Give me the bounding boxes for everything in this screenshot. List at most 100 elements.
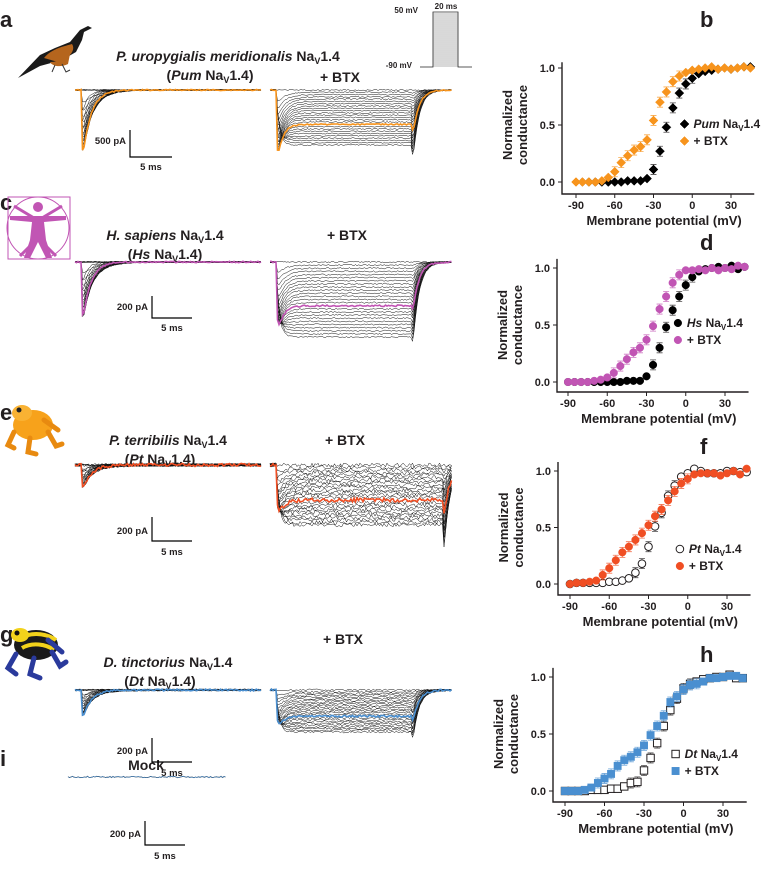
black-trace <box>269 89 452 143</box>
x-tick-label: -30 <box>636 808 652 820</box>
data-point <box>729 466 738 476</box>
data-point <box>719 63 730 73</box>
y-tick-label: 0.0 <box>536 579 551 591</box>
data-point <box>657 505 666 514</box>
panel-g-subtitle: (Dt NaV1.4) <box>124 673 195 691</box>
scale-current: 200 pA <box>117 746 148 757</box>
black-trace <box>269 462 452 473</box>
y-tick-label: 1.0 <box>535 263 550 275</box>
black-trace <box>270 261 452 286</box>
data-point <box>609 368 618 377</box>
panel-i-mock-label: Mock <box>128 757 164 773</box>
data-point <box>646 753 655 763</box>
x-tick-label: -90 <box>557 808 573 820</box>
axes <box>552 667 747 803</box>
x-tick-label: 30 <box>721 601 733 613</box>
black-trace <box>269 688 452 714</box>
data-point <box>629 145 639 155</box>
data-point <box>687 73 698 84</box>
black-trace <box>269 89 452 135</box>
data-point <box>639 766 649 775</box>
y-axis-label: Normalized <box>500 90 515 160</box>
data-point <box>640 741 648 750</box>
data-point <box>738 674 747 683</box>
black-trace <box>269 261 452 317</box>
panel-letter-c: c <box>0 190 12 215</box>
data-point <box>677 479 686 488</box>
data-point <box>705 674 714 683</box>
data-point <box>635 343 645 352</box>
data-point <box>668 278 677 287</box>
data-point <box>739 62 749 72</box>
black-trace <box>269 463 452 518</box>
highlighted-trace <box>269 88 452 152</box>
black-trace <box>269 688 452 692</box>
data-point <box>679 685 688 694</box>
scale-time: 5 ms <box>161 547 183 558</box>
data-point <box>587 783 596 792</box>
y-axis-label: conductance <box>510 285 525 365</box>
data-point <box>675 270 684 279</box>
y-tick-label: 0.5 <box>540 120 555 132</box>
x-tick-label: -90 <box>568 200 584 212</box>
black-trace <box>269 462 452 468</box>
black-trace <box>269 462 452 524</box>
series-btx <box>563 261 749 387</box>
data-point <box>631 535 640 544</box>
data-point <box>662 323 671 332</box>
y-axis-label: conductance <box>515 85 530 165</box>
data-point <box>736 470 745 479</box>
scale-time: 5 ms <box>154 851 176 862</box>
black-trace <box>269 89 452 91</box>
panel-c-btx-traces <box>269 260 452 343</box>
data-point <box>727 265 736 274</box>
panel-letter-d: d <box>700 230 713 255</box>
black-trace <box>269 463 452 548</box>
data-point <box>699 677 708 686</box>
scale-current: 500 pA <box>95 136 126 147</box>
data-point <box>611 556 620 565</box>
panel-letter-e: e <box>0 400 12 425</box>
y-tick-label: 0.0 <box>531 786 546 798</box>
black-trace <box>269 463 452 498</box>
data-point <box>655 146 665 157</box>
data-point <box>661 122 672 133</box>
y-tick-label: 0.5 <box>535 320 550 332</box>
x-tick-label: -60 <box>599 398 615 410</box>
data-point <box>740 262 749 271</box>
data-point <box>616 157 627 168</box>
black-trace <box>269 89 452 145</box>
black-trace <box>269 688 452 723</box>
black-trace <box>269 261 452 263</box>
data-point <box>692 679 701 688</box>
x-axis-label: Membrane potential (mV) <box>578 821 733 836</box>
black-trace <box>269 463 452 495</box>
highlighted-trace <box>269 260 452 327</box>
panel-a-subtitle: (Pum NaV1.4) <box>167 67 254 85</box>
data-point <box>668 103 678 113</box>
legend-marker <box>673 318 682 328</box>
y-tick-label: 0.0 <box>540 177 555 189</box>
x-tick-label: -90 <box>560 398 576 410</box>
legend-marker <box>671 749 680 759</box>
panel-letter-b: b <box>700 7 713 32</box>
voltage-protocol-inset: 20 ms 50 mV -90 mV <box>386 2 472 70</box>
data-point <box>592 576 601 585</box>
legend-label: Hs NaV1.4 <box>687 316 743 332</box>
data-point <box>622 176 633 186</box>
x-tick-label: -30 <box>641 601 657 613</box>
panel-letter-i: i <box>0 746 6 771</box>
panel-a-btx-traces <box>269 88 452 155</box>
black-trace <box>269 261 452 302</box>
black-trace <box>269 688 452 705</box>
current-traces <box>67 88 453 779</box>
black-trace <box>269 89 452 114</box>
data-point <box>672 692 681 701</box>
black-trace <box>74 89 262 111</box>
data-point <box>742 464 751 473</box>
data-point <box>620 756 629 765</box>
data-point <box>633 748 642 757</box>
data-point <box>681 281 690 290</box>
y-tick-label: 0.0 <box>535 377 550 389</box>
